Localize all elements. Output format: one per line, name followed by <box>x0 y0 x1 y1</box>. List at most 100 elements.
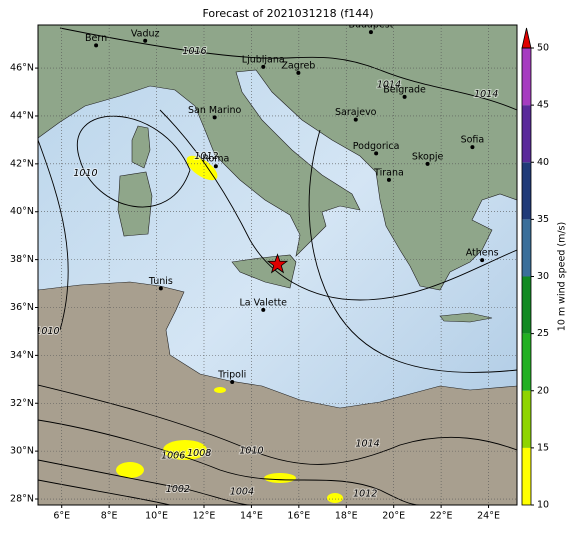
city-dot <box>353 117 358 122</box>
wind-patch <box>214 387 226 393</box>
x-tick-label: 24°E <box>477 511 500 522</box>
colorbar: 10 15 20 25 30 35 40 45 50 10 m wind speed (m/s) <box>521 27 568 511</box>
isobar-label: 1014 <box>377 79 401 90</box>
city-dot <box>368 30 373 35</box>
x-tick-label: 8°E <box>101 511 118 522</box>
isobar-label: 1016 <box>182 46 206 57</box>
colorbar-tick-label: 35 <box>537 214 549 225</box>
city-label: Tripoli <box>217 369 246 380</box>
x-tick-label: 22°E <box>430 511 453 522</box>
sardinia <box>117 171 153 237</box>
colorbar-tick-label: 40 <box>537 157 549 168</box>
wind-patch <box>264 473 296 483</box>
city-label: Tirana <box>373 167 404 178</box>
isobar <box>38 384 517 465</box>
y-tick-label: 44°N <box>10 110 34 121</box>
wind-patch <box>116 462 144 478</box>
city-dot <box>158 286 163 291</box>
isobar-label: 1010 <box>73 168 97 179</box>
colorbar-bin <box>522 390 531 448</box>
colorbar-tick-label: 50 <box>537 43 549 54</box>
colorbar-bin <box>522 447 531 505</box>
x-tick-label: 12°E <box>193 511 216 522</box>
city-label: Bern <box>85 33 107 44</box>
colorbar-tick-label: 20 <box>537 385 549 396</box>
colorbar-bin <box>522 48 531 106</box>
isobar <box>38 459 251 505</box>
isobar-label: 1012 <box>194 151 218 162</box>
city-label: Vaduz <box>131 28 160 39</box>
y-tick-label: 38°N <box>10 254 34 265</box>
isobar-label: 1010 <box>35 326 59 337</box>
x-tick-label: 10°E <box>145 511 168 522</box>
isobar-label: 1014 <box>474 89 498 100</box>
city-dot <box>296 70 301 75</box>
city-dot <box>425 161 430 166</box>
land-europe <box>38 25 517 291</box>
y-tick-label: 34°N <box>10 350 34 361</box>
isobar-label: 1010 <box>239 446 263 457</box>
city-dot <box>386 177 391 182</box>
corsica <box>131 125 151 169</box>
colorbar-tick-label: 45 <box>537 100 549 111</box>
city-dot <box>402 94 407 99</box>
city-label: Ljubljana <box>242 54 285 65</box>
isobar <box>308 129 517 373</box>
y-tick-label: 46°N <box>10 63 34 74</box>
wind-patch <box>163 440 207 460</box>
isobar <box>38 139 69 331</box>
city-dot <box>212 115 217 120</box>
city-label: Tunis <box>148 276 173 287</box>
isobar-label: 1008 <box>187 448 211 459</box>
city-dot <box>480 258 485 263</box>
colorbar-tick-label: 30 <box>537 271 549 282</box>
isobar-label: 1006 <box>161 450 185 461</box>
isobar-label: 1014 <box>356 438 380 449</box>
city-label: San Marino <box>188 105 241 116</box>
map-frame <box>37 24 518 506</box>
isobar <box>38 419 421 505</box>
y-tick-label: 42°N <box>10 158 34 169</box>
city-label: Podgorica <box>353 141 400 152</box>
city-label: Skopje <box>412 151 444 162</box>
colorbar-extend <box>521 27 532 49</box>
colorbar-bin <box>522 276 531 334</box>
y-tick-label: 30°N <box>10 446 34 457</box>
y-tick-label: 40°N <box>10 206 34 217</box>
city-dot <box>94 43 99 48</box>
colorbar-bin <box>522 105 531 163</box>
land-africa <box>38 281 517 505</box>
city-dot <box>143 38 148 43</box>
city-label: Sofia <box>461 135 485 146</box>
title: Forecast of 2021031218 (f144) <box>202 7 373 20</box>
wind-patch <box>186 155 218 181</box>
colorbar-bin <box>522 333 531 391</box>
x-tick-label: 16°E <box>287 511 310 522</box>
wind-patch <box>327 493 343 503</box>
wind-patches <box>116 155 343 503</box>
isobar-label: 1012 <box>353 489 377 500</box>
colorbar-bin <box>522 162 531 220</box>
storm-marker <box>266 253 289 274</box>
colorbar-tick-label: 10 <box>537 500 549 511</box>
colorbar-tick-label: 25 <box>537 328 549 339</box>
colorbar-bin <box>522 219 531 277</box>
city-dot <box>261 64 266 69</box>
city-label: Zagreb <box>281 60 315 71</box>
city-dot <box>213 164 218 169</box>
city-dot <box>470 145 475 150</box>
axes: 6°E 8°E 10°E 12°E 14°E 16°E 18°E 20°E 22°E 24°E 28… <box>10 63 500 522</box>
isobar-label: 1002 <box>166 484 190 495</box>
isobar <box>159 109 517 301</box>
crete <box>439 312 493 323</box>
isobar <box>38 479 171 505</box>
x-tick-label: 14°E <box>240 511 263 522</box>
colorbar-label: 10 m wind speed (m/s) <box>557 222 568 331</box>
city-label: Roma <box>202 154 229 165</box>
isobars <box>38 27 517 505</box>
y-tick-label: 28°N <box>10 494 34 505</box>
graticule <box>38 25 517 505</box>
